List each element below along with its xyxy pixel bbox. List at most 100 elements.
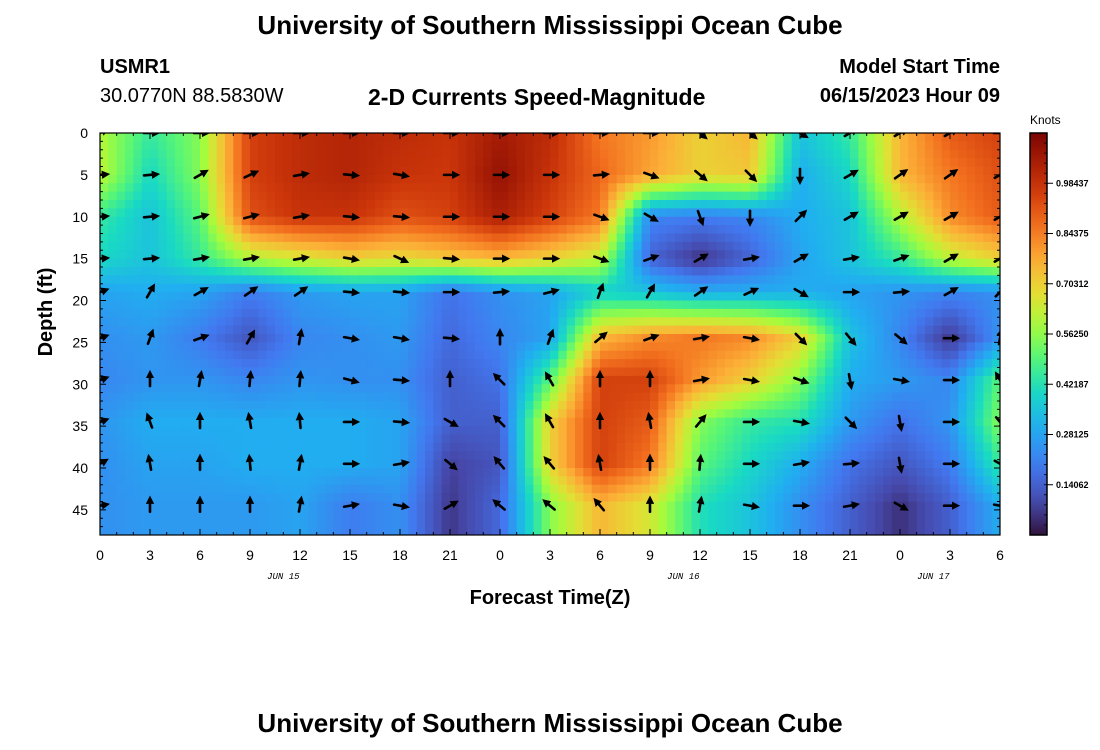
heatmap-cell [966,158,976,168]
heatmap-cell [816,509,826,519]
heatmap-cell [500,183,509,193]
heatmap-cell [133,317,143,327]
heatmap-cell [666,367,676,377]
heatmap-cell [416,250,426,260]
heatmap-cell [525,141,534,151]
heatmap-cell [316,493,326,503]
heatmap-cell [150,258,159,268]
heatmap-cell [325,334,334,343]
heatmap-cell [525,417,534,427]
heatmap-cell [408,174,418,184]
heatmap-cell [183,518,193,528]
heatmap-cell [583,241,593,251]
heatmap-cell [275,241,284,251]
heatmap-cell [541,166,551,176]
heatmap-cell [825,451,834,461]
heatmap-cell [175,250,184,260]
heatmap-cell [266,241,276,251]
heatmap-cell [833,292,843,302]
heatmap-cell [583,308,593,318]
heatmap-cell [808,493,818,503]
heatmap-cell [541,317,551,327]
heatmap-cell [566,325,576,335]
heatmap-cell [575,476,584,486]
heatmap-cell [550,392,559,402]
heatmap-cell [716,267,726,276]
heatmap-cell [208,241,218,251]
heatmap-cell [341,384,351,394]
heatmap-cell [175,191,184,201]
heatmap-cell [858,476,868,486]
heatmap-cell [650,183,659,193]
heatmap-cell [708,166,718,176]
heatmap-cell [541,200,551,209]
heatmap-cell [883,401,893,410]
heatmap-cell [175,518,184,528]
heatmap-cell [783,459,793,469]
heatmap-cell [750,300,759,310]
heatmap-cell [858,401,868,410]
heatmap-cell [300,141,309,151]
heatmap-cell [808,300,818,310]
heatmap-cell [266,342,276,352]
heatmap-cell [425,166,434,176]
heatmap-cell [350,509,359,519]
heatmap-cell [750,233,759,243]
heatmap-cell [141,392,151,402]
heatmap-cell [741,509,751,519]
heatmap-cell [858,158,868,168]
heatmap-cell [691,409,701,419]
heatmap-cell [758,191,768,201]
heatmap-cell [350,292,359,302]
heatmap-cell [833,158,843,168]
heatmap-cell [100,392,109,402]
heatmap-cell [325,342,334,352]
heatmap-cell [975,509,984,519]
heatmap-cell [183,334,193,343]
heatmap-cell [316,300,326,310]
heatmap-cell [850,509,859,519]
heatmap-cell [283,459,293,469]
heatmap-cell [200,308,209,318]
heatmap-cell [516,476,526,486]
heatmap-cell [833,225,843,235]
heatmap-cell [583,459,593,469]
heatmap-cell [933,426,943,436]
heatmap-cell [700,442,709,452]
heatmap-cell [325,275,334,285]
heatmap-cell [175,233,184,243]
heatmap-cell [200,216,209,226]
heatmap-cell [608,350,618,360]
heatmap-cell [433,250,443,260]
heatmap-cell [108,149,118,159]
heatmap-cell [600,442,609,452]
heatmap-cell [333,174,343,184]
heatmap-cell [125,191,134,201]
heatmap-cell [225,325,234,335]
heatmap-cell [966,208,976,218]
heatmap-cell [458,191,468,201]
heatmap-cell [308,300,318,310]
heatmap-cell [658,317,668,327]
heatmap-cell [783,174,793,184]
heatmap-cell [250,183,259,193]
heatmap-cell [900,409,909,419]
heatmap-cell [750,434,759,444]
heatmap-cell [683,308,693,318]
heatmap-cell [125,133,134,142]
heatmap-cell [316,509,326,519]
heatmap-cell [808,200,818,209]
heatmap-cell [691,493,701,503]
heatmap-cell [433,183,443,193]
heatmap-cell [891,216,901,226]
heatmap-cell [858,241,868,251]
heatmap-cell [933,384,943,394]
heatmap-cell [541,208,551,218]
heatmap-cell [625,267,634,276]
heatmap-cell [733,325,743,335]
heatmap-cell [583,149,593,159]
heatmap-cell [558,241,568,251]
heatmap-cell [533,275,543,285]
heatmap-cell [633,409,643,419]
heatmap-cell [533,384,543,394]
